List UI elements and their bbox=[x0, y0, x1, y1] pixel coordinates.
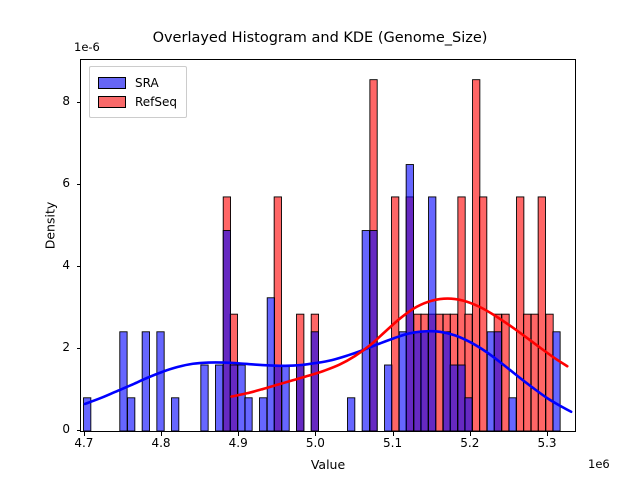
histogram-bar bbox=[361, 230, 370, 431]
legend-label-sra: SRA bbox=[135, 75, 159, 90]
histogram-bar bbox=[281, 364, 290, 431]
x-tick-mark bbox=[238, 432, 240, 436]
y-axis-offset-label: 1e-6 bbox=[74, 40, 100, 54]
histogram-bar bbox=[369, 230, 378, 431]
x-tick-mark bbox=[161, 432, 162, 436]
page-title: Overlayed Histogram and KDE (Genome_Size… bbox=[152, 30, 488, 46]
histogram-bar bbox=[472, 79, 481, 431]
histogram-bar bbox=[479, 196, 488, 431]
y-tick-label: 2 bbox=[62, 340, 70, 354]
chart-legend: SRA RefSeq bbox=[89, 66, 188, 118]
histogram-bar bbox=[486, 331, 495, 431]
x-tick-mark bbox=[83, 432, 85, 436]
y-tick-mark bbox=[76, 266, 80, 267]
x-tick-mark bbox=[469, 432, 471, 436]
histogram-bar bbox=[156, 331, 165, 431]
histogram-bar bbox=[428, 196, 437, 431]
histogram-bar bbox=[464, 397, 473, 431]
x-tick-label: 5.0 bbox=[305, 436, 325, 450]
histogram-bar bbox=[398, 331, 407, 431]
kde-curve bbox=[230, 297, 569, 398]
x-axis-label: Value bbox=[310, 457, 346, 472]
histogram-bar bbox=[127, 397, 136, 431]
histogram-bar bbox=[83, 397, 92, 431]
x-tick-label: 4.7 bbox=[74, 436, 94, 450]
histogram-bar bbox=[296, 364, 305, 431]
legend-item-refseq: RefSeq bbox=[98, 92, 177, 111]
y-tick-label: 8 bbox=[62, 94, 70, 108]
y-tick-mark bbox=[76, 102, 80, 103]
histogram-bar bbox=[501, 313, 510, 431]
x-tick-mark bbox=[547, 432, 548, 436]
chart-svg bbox=[83, 79, 573, 431]
histogram-bar bbox=[171, 397, 180, 431]
histogram-bar bbox=[222, 230, 232, 431]
histogram-bar bbox=[516, 196, 525, 431]
x-tick-mark bbox=[315, 432, 317, 436]
legend-label-refseq: RefSeq bbox=[135, 94, 178, 109]
histogram-bar bbox=[523, 313, 532, 431]
histogram-bar bbox=[310, 331, 319, 431]
histogram-bar bbox=[229, 364, 238, 431]
x-tick-label: 4.8 bbox=[151, 436, 171, 450]
y-tick-label: 0 bbox=[62, 422, 70, 436]
plot-area bbox=[80, 59, 576, 432]
y-tick-mark bbox=[76, 348, 80, 349]
histogram-bar bbox=[530, 313, 539, 431]
histogram-bar bbox=[215, 364, 224, 431]
x-tick-label: 5.3 bbox=[537, 436, 557, 450]
y-tick-label: 6 bbox=[62, 176, 70, 190]
histogram-bar bbox=[141, 331, 150, 431]
x-tick-label: 5.1 bbox=[383, 436, 403, 450]
x-tick-label: 5.2 bbox=[460, 436, 480, 450]
histogram-bar bbox=[552, 331, 561, 431]
x-tick-mark bbox=[392, 432, 394, 436]
histogram-bar bbox=[391, 196, 400, 431]
histogram-bar bbox=[508, 397, 517, 431]
histogram-bar bbox=[457, 364, 466, 431]
legend-item-sra: SRA bbox=[98, 73, 177, 92]
histogram-bar bbox=[413, 331, 422, 431]
histogram-bar bbox=[237, 364, 246, 431]
y-tick-mark bbox=[76, 430, 80, 431]
histogram-bar bbox=[273, 364, 282, 431]
histogram-bar bbox=[545, 313, 554, 431]
histogram-bar bbox=[449, 364, 458, 431]
histogram-bar bbox=[347, 397, 356, 431]
kde-curves-layer bbox=[83, 297, 573, 414]
histogram-bar bbox=[200, 364, 209, 431]
histogram-bar bbox=[420, 331, 429, 431]
histogram-bar bbox=[442, 331, 451, 431]
histogram-bar bbox=[384, 364, 393, 431]
legend-swatch-refseq bbox=[98, 95, 126, 108]
x-axis-offset-label: 1e6 bbox=[588, 457, 610, 471]
histogram-bar bbox=[259, 397, 268, 431]
histogram-bar bbox=[119, 331, 128, 431]
histogram-bars-layer bbox=[83, 79, 561, 431]
y-tick-mark bbox=[76, 184, 80, 185]
legend-swatch-sra bbox=[98, 76, 126, 89]
kde-curve bbox=[83, 329, 573, 414]
histogram-bar bbox=[244, 397, 253, 431]
histogram-bar bbox=[405, 164, 414, 431]
histogram-bar bbox=[493, 331, 502, 431]
x-tick-label: 4.9 bbox=[228, 436, 248, 450]
y-tick-label: 4 bbox=[62, 258, 70, 272]
